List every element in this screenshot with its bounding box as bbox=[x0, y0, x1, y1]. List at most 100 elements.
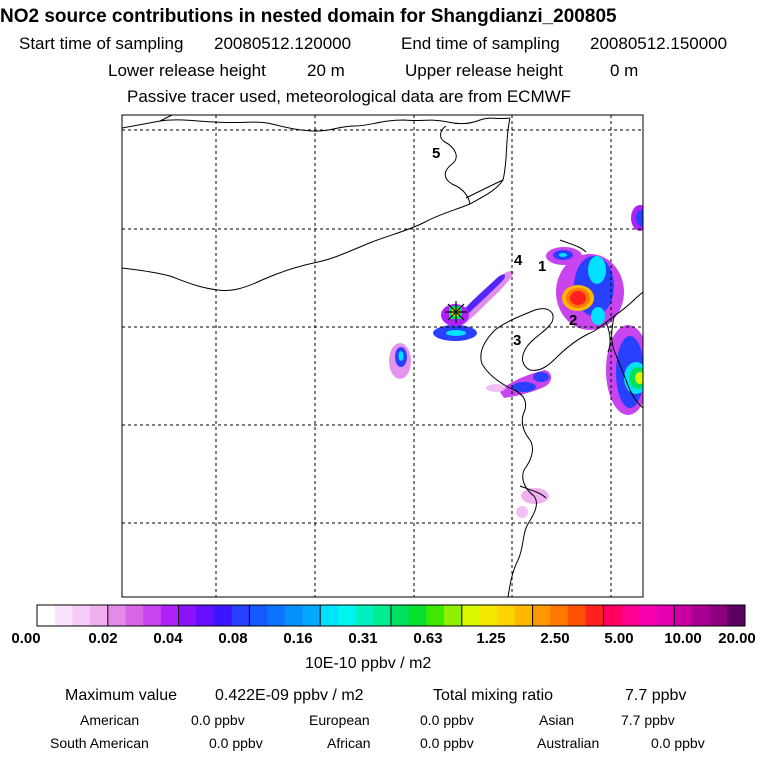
colorbar-cell bbox=[196, 605, 215, 626]
upper-height-label: Upper release height bbox=[405, 61, 563, 80]
european-value: 0.0 ppbv bbox=[420, 712, 474, 728]
colorbar-cell bbox=[709, 605, 728, 626]
colorbar-cell bbox=[231, 605, 250, 626]
colorbar-cell bbox=[214, 605, 233, 626]
colorbar-cell bbox=[373, 605, 392, 626]
colorbar-cell bbox=[249, 605, 268, 626]
end-time-label: End time of sampling bbox=[401, 34, 560, 53]
plume-south bbox=[521, 488, 549, 504]
colorbar-label-4: 0.16 bbox=[283, 630, 313, 647]
colorbar bbox=[37, 605, 746, 626]
colorbar-cell bbox=[107, 605, 126, 626]
region-marker-2: 2 bbox=[569, 312, 577, 329]
max-value: 0.422E-09 ppbv / m2 bbox=[215, 687, 364, 704]
colorbar-label-8: 2.50 bbox=[540, 630, 570, 647]
plume-south-2 bbox=[516, 506, 528, 518]
colorbar-cell bbox=[37, 605, 56, 626]
plume-4-core bbox=[458, 274, 506, 318]
graticule bbox=[122, 115, 643, 597]
american-label: American bbox=[80, 712, 140, 728]
colorbar-cell bbox=[532, 605, 551, 626]
colorbar-cell bbox=[603, 605, 622, 626]
colorbar-label-9: 5.00 bbox=[604, 630, 634, 647]
american-value: 0.0 ppbv bbox=[191, 712, 245, 728]
plume-layer bbox=[389, 205, 643, 518]
colorbar-frame bbox=[36, 604, 746, 627]
colorbar-label-10: 10.00 bbox=[664, 630, 702, 647]
colorbar-cell bbox=[302, 605, 321, 626]
colorbar-cell bbox=[160, 605, 180, 626]
colorbar-label-0: 0.00 bbox=[11, 630, 41, 647]
plume-east-yellow bbox=[635, 372, 643, 384]
region-marker-4: 4 bbox=[514, 252, 523, 269]
colorbar-cell bbox=[320, 605, 339, 626]
plot-title: NO2 source contributions in nested domai… bbox=[0, 6, 617, 27]
lower-height-label: Lower release height bbox=[108, 61, 266, 80]
plume-2-peak bbox=[570, 291, 586, 305]
plume-bay-core bbox=[512, 382, 536, 392]
lower-height-value: 20 m bbox=[307, 61, 345, 80]
region-marker-3: 3 bbox=[513, 332, 521, 349]
south-american-value: 0.0 ppbv bbox=[209, 735, 263, 751]
colorbar-cell bbox=[691, 605, 711, 626]
plume-1-center bbox=[559, 253, 567, 257]
colorbar-cell bbox=[461, 605, 480, 626]
plume-station-cyan bbox=[446, 330, 466, 336]
region-marker-5: 5 bbox=[432, 145, 440, 162]
region-marker-1: 1 bbox=[538, 258, 546, 275]
plume-2-upper bbox=[588, 256, 606, 284]
plume-bay-faint bbox=[486, 384, 506, 392]
colorbar-cell bbox=[90, 605, 109, 626]
colorbar-cell bbox=[550, 605, 569, 626]
end-time-value: 20080512.150000 bbox=[590, 34, 728, 53]
australian-value: 0.0 ppbv bbox=[651, 735, 705, 751]
tracer-note: Passive tracer used, meteorological data… bbox=[127, 87, 572, 106]
colorbar-cell bbox=[568, 605, 587, 626]
plume-ne-core bbox=[636, 210, 643, 226]
colorbar-cell bbox=[143, 605, 162, 626]
colorbar-label-5: 0.31 bbox=[348, 630, 378, 647]
south-american-label: South American bbox=[50, 735, 149, 751]
colorbar-cell bbox=[337, 605, 357, 626]
map-frame bbox=[121, 114, 644, 598]
colorbar-cell bbox=[479, 605, 498, 626]
colorbar-cell bbox=[727, 605, 746, 626]
plume-west-center bbox=[398, 351, 404, 361]
colorbar-cell bbox=[514, 605, 534, 626]
colorbar-cell bbox=[408, 605, 427, 626]
colorbar-label-1: 0.02 bbox=[88, 630, 118, 647]
african-label: African bbox=[327, 735, 371, 751]
plume-2-lower bbox=[591, 307, 605, 325]
european-label: European bbox=[309, 712, 370, 728]
start-time-label: Start time of sampling bbox=[19, 34, 184, 53]
colorbar-cell bbox=[72, 605, 91, 626]
colorbar-label-3: 0.08 bbox=[218, 630, 248, 647]
upper-height-value: 0 m bbox=[610, 61, 639, 80]
colorbar-cell bbox=[54, 605, 73, 626]
max-value-label: Maximum value bbox=[65, 687, 178, 704]
asian-label: Asian bbox=[539, 712, 575, 728]
colorbar-cell bbox=[267, 605, 286, 626]
colorbar-cell bbox=[497, 605, 516, 626]
colorbar-cell bbox=[585, 605, 604, 626]
australian-label: Australian bbox=[537, 735, 600, 751]
colorbar-cell bbox=[638, 605, 657, 626]
asian-value: 7.7 ppbv bbox=[621, 712, 675, 728]
colorbar-cell bbox=[355, 605, 374, 626]
total-mixing-label: Total mixing ratio bbox=[433, 687, 554, 704]
colorbar-label-7: 1.25 bbox=[476, 630, 506, 647]
african-value: 0.0 ppbv bbox=[420, 735, 474, 751]
colorbar-cell bbox=[656, 605, 675, 626]
start-time-value: 20080512.120000 bbox=[214, 34, 352, 53]
colorbar-cell bbox=[125, 605, 144, 626]
colorbar-label-11: 20.00 bbox=[718, 630, 756, 647]
colorbar-label-2: 0.04 bbox=[153, 630, 183, 647]
colorbar-cell bbox=[444, 605, 463, 626]
coastlines bbox=[122, 115, 643, 597]
colorbar-cell bbox=[178, 605, 197, 626]
colorbar-cell bbox=[391, 605, 410, 626]
colorbar-unit: 10E-10 ppbv / m2 bbox=[305, 655, 432, 672]
colorbar-cell bbox=[674, 605, 693, 626]
colorbar-label-6: 0.63 bbox=[413, 630, 443, 647]
